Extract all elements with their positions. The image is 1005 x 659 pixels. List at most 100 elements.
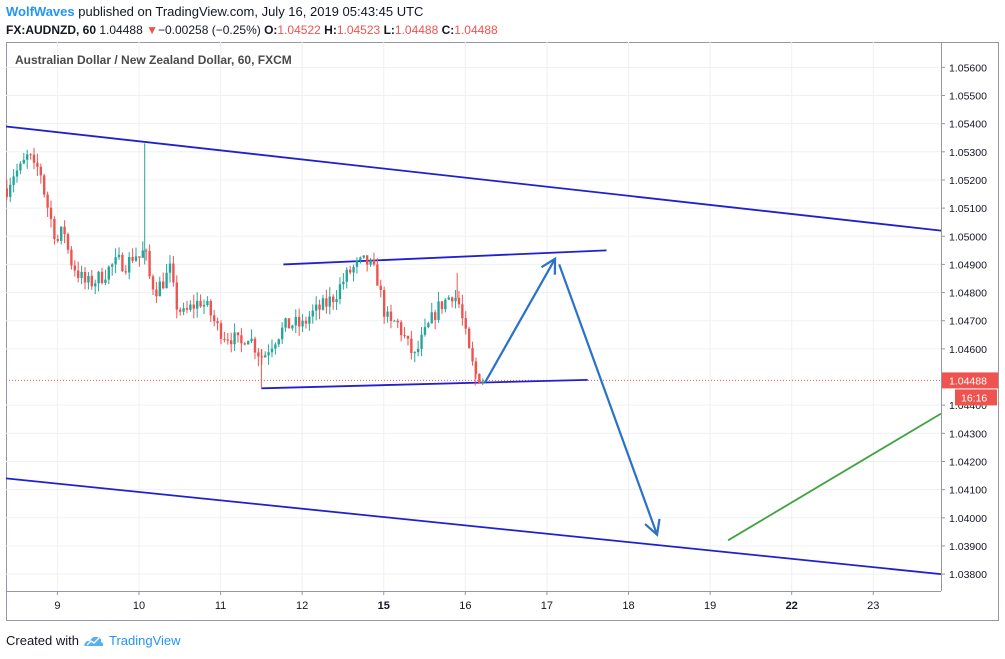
candle-body	[410, 338, 413, 354]
author-name[interactable]: WolfWaves	[6, 4, 75, 19]
tradingview-brand[interactable]: TradingView	[108, 633, 181, 648]
projection-down-arrow	[558, 264, 661, 537]
candle	[22, 152, 26, 165]
candle-body	[83, 271, 87, 283]
candle-body	[219, 323, 223, 340]
open-value: 1.04522	[277, 23, 321, 37]
candle	[362, 255, 365, 259]
symbol-label: FX:AUDNZD, 60	[6, 23, 97, 37]
candle-body	[202, 305, 206, 307]
candle	[389, 304, 393, 329]
candle	[151, 274, 155, 296]
candle	[430, 302, 433, 324]
candle	[206, 296, 209, 307]
candle	[60, 226, 63, 245]
time-axis[interactable]: 9 10 11 12 15 16 17 18 19 22 23	[54, 591, 879, 612]
candle	[396, 318, 399, 329]
candle	[12, 169, 15, 193]
high-value: 1.04523	[336, 23, 381, 37]
candle	[393, 319, 396, 322]
candle	[138, 256, 141, 267]
candle	[179, 307, 182, 316]
candle-body	[454, 297, 457, 302]
candle	[369, 257, 372, 267]
candle-body	[63, 226, 66, 235]
candle-body	[246, 341, 250, 345]
candle-body	[399, 322, 403, 336]
candle	[56, 234, 59, 243]
candle	[121, 252, 124, 272]
candle	[46, 191, 49, 217]
candle	[219, 320, 223, 345]
candle	[413, 351, 416, 363]
candle-body	[297, 316, 301, 327]
candle	[420, 327, 423, 357]
candle-body	[87, 275, 90, 283]
chart-frame[interactable]: 1.05600 1.05500 1.05400 1.05300 1.05200 1.051…	[6, 42, 999, 621]
price-tick-label: 1.04700	[949, 316, 987, 328]
candle	[345, 267, 348, 289]
candle-body	[314, 304, 318, 311]
price-tick-label: 1.05600	[949, 62, 987, 74]
candle-body	[56, 239, 59, 241]
candle-body	[107, 266, 110, 280]
candle	[471, 341, 474, 366]
candle	[134, 247, 138, 262]
low-value: 1.04488	[394, 23, 439, 37]
candle	[145, 248, 148, 261]
time-tick-label: 22	[786, 600, 798, 612]
candle	[270, 339, 274, 358]
time-tick-label: 17	[541, 600, 553, 612]
candle-body	[267, 352, 270, 356]
candle	[83, 267, 87, 290]
price-tick-label: 1.03800	[949, 569, 987, 581]
price-tick-label: 1.05400	[949, 119, 987, 131]
price-axis[interactable]: 1.05600 1.05500 1.05400 1.05300 1.05200 1.051…	[941, 62, 987, 581]
candle-body	[94, 283, 97, 287]
candle	[444, 298, 447, 313]
candle	[325, 289, 328, 314]
time-tick-label: 12	[296, 600, 308, 612]
candle-body	[423, 327, 427, 335]
candle	[342, 273, 345, 290]
candle	[216, 317, 219, 331]
candle-body	[141, 250, 144, 258]
candle-body	[26, 154, 29, 160]
price-tick-label: 1.03900	[949, 541, 987, 553]
candle-body	[257, 352, 260, 357]
candle-body	[325, 298, 328, 307]
candle	[263, 351, 267, 358]
publish-info: WolfWaves published on TradingView.com, …	[6, 4, 423, 20]
candle-body	[19, 163, 22, 171]
projection-up-arrow	[483, 256, 557, 384]
candle	[386, 306, 389, 323]
candle-body	[396, 320, 399, 323]
countdown-label: 16:16	[961, 392, 987, 404]
candle-body	[308, 316, 311, 324]
price-chart[interactable]: 1.05600 1.05500 1.05400 1.05300 1.05200 1.051…	[6, 42, 999, 621]
candle	[209, 299, 212, 322]
chart-border	[6, 42, 999, 621]
range-upper-line	[283, 249, 607, 266]
candle	[365, 255, 369, 272]
candle-body	[359, 257, 362, 261]
candle-body	[175, 282, 178, 310]
candle-body	[148, 251, 151, 277]
candle-body	[104, 279, 107, 283]
close-label: C:	[441, 23, 455, 37]
price-tick-label: 1.05000	[949, 231, 987, 243]
range-lower-line	[261, 378, 588, 390]
candle	[94, 279, 97, 295]
candle-body	[97, 271, 100, 284]
candle	[355, 257, 359, 274]
candle-body	[70, 249, 73, 266]
candle-body	[444, 299, 447, 310]
candle-body	[348, 269, 352, 273]
candle-body	[114, 257, 117, 265]
candle	[277, 338, 280, 348]
candle	[348, 265, 352, 275]
price-tick-label: 1.04000	[949, 513, 987, 525]
candle-body	[182, 308, 185, 312]
candle-body	[284, 318, 287, 328]
candle-body	[53, 218, 56, 240]
